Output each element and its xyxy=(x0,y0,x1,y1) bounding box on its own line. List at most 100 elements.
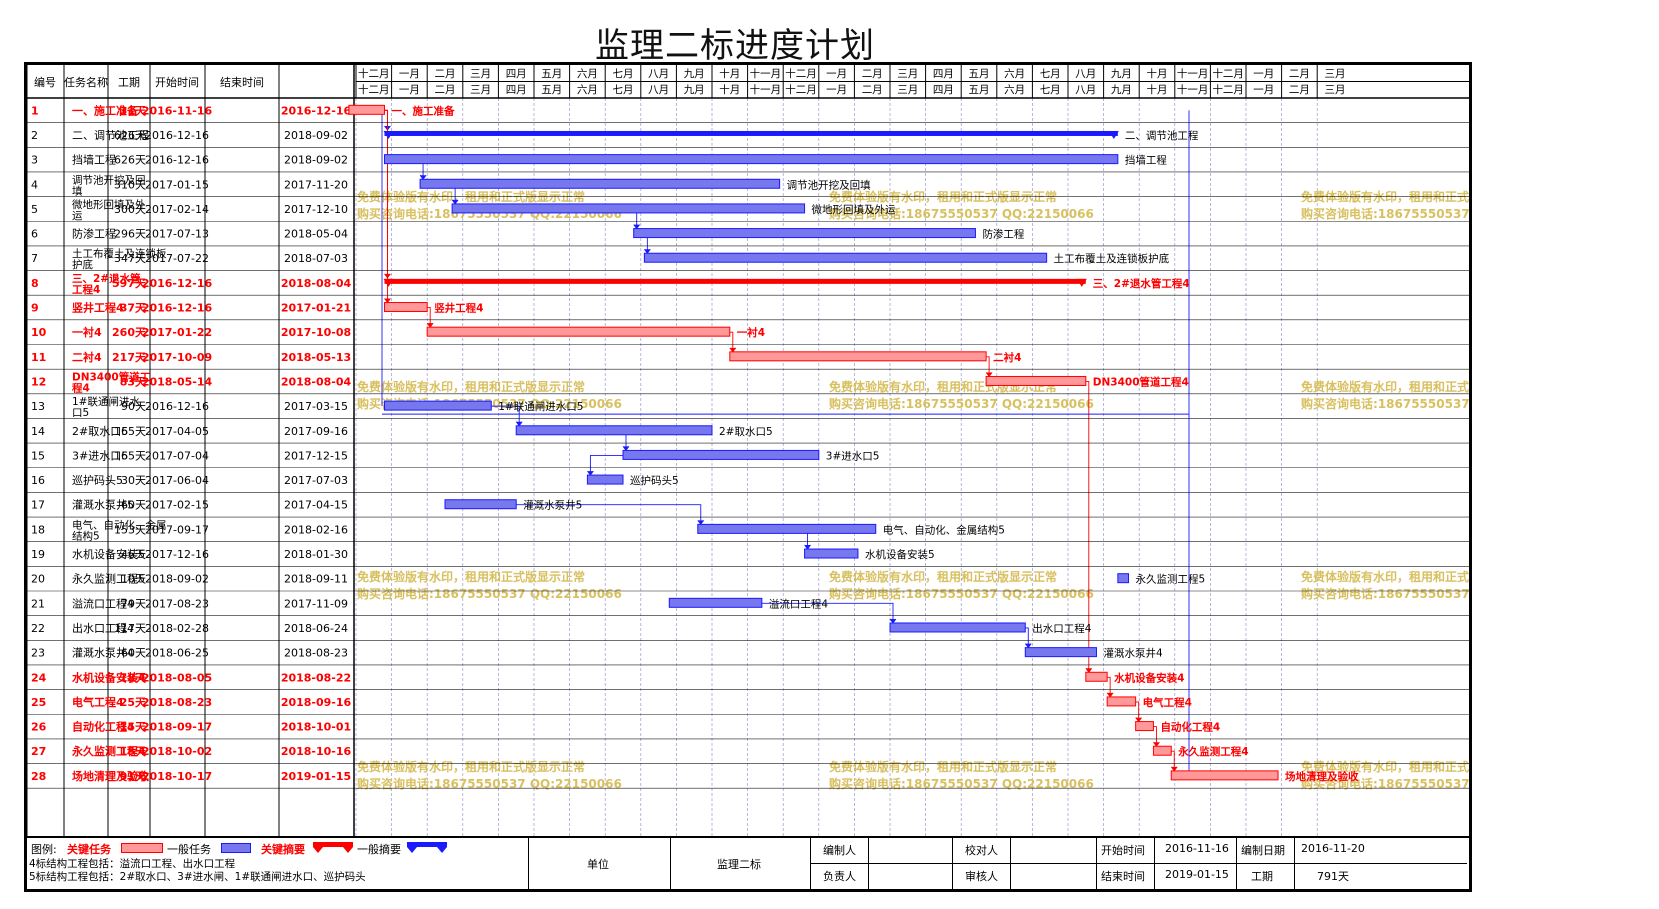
timeline-month-top: 二月 xyxy=(435,68,456,80)
task-end: 2018-05-04 xyxy=(284,228,348,241)
task-start: 2017-02-14 xyxy=(145,203,209,216)
timeline-month-bottom: 十一月 xyxy=(750,83,782,96)
timeline-month-top: 八月 xyxy=(1075,68,1096,80)
task-end: 2017-04-15 xyxy=(284,499,348,512)
timeline-month-bottom: 六月 xyxy=(1004,84,1025,96)
dependency-arrow xyxy=(587,470,594,476)
timeline-month-bottom: 七月 xyxy=(613,84,634,96)
timeline-month-top: 十月 xyxy=(719,67,740,80)
task-name: 电气、自动化、金属 xyxy=(72,518,167,531)
unit-label: 单位 xyxy=(587,858,609,871)
summary-bar xyxy=(384,130,1118,136)
timeline-month-top: 十二月 xyxy=(1212,67,1244,80)
task-id: 23 xyxy=(31,647,45,660)
task-end: 2017-07-03 xyxy=(284,474,348,487)
timeline-month-bottom: 三月 xyxy=(1325,84,1346,96)
task-end: 2018-06-24 xyxy=(284,622,348,635)
legend-critical-summary-swatch xyxy=(313,842,353,853)
task-name: 2#取水口5 xyxy=(72,425,128,438)
start-time-label: 开始时间 xyxy=(1101,844,1145,857)
task-bar xyxy=(729,351,987,362)
timeline-month-bottom: 二月 xyxy=(1289,84,1310,96)
task-end: 2019-01-15 xyxy=(281,770,351,783)
task-end: 2018-09-16 xyxy=(281,696,352,709)
task-bar-label: 挡墙工程 xyxy=(1125,154,1167,167)
timeline-month-bottom: 四月 xyxy=(933,84,954,96)
task-bar xyxy=(889,622,1026,633)
watermark-line-2: 购买咨询电话:18675550537 QQ:22150066 xyxy=(357,586,622,601)
date-values-cell: 2016-11-16 2019-01-15 xyxy=(1155,838,1237,889)
timeline-month-top: 一月 xyxy=(1253,68,1274,80)
watermark-line-1: 免费体验版有水印，租用和正式版显示正常 xyxy=(1301,379,1469,394)
task-bar xyxy=(426,326,731,337)
task-name: 永久监测工程4 xyxy=(71,744,146,758)
timeline-month-top: 七月 xyxy=(1040,68,1061,80)
task-name: 巡护码头5 xyxy=(72,473,123,487)
task-bar xyxy=(697,523,877,534)
task-name: 调节池开挖及回 xyxy=(72,173,146,186)
timeline-month-top: 五月 xyxy=(969,68,990,80)
task-name: 二、调节池工程 xyxy=(72,129,149,142)
task-name: 电气工程4 xyxy=(72,695,124,709)
task-duration: 165天 xyxy=(114,449,146,462)
legend-cell: 图例: 关键任务 一般任务 关键摘要 一般摘要 4标结构工程包括：溢流口工程、出… xyxy=(27,838,529,889)
compiler-label: 编制人 xyxy=(823,844,856,857)
task-bar xyxy=(985,375,1087,386)
task-end: 2018-05-13 xyxy=(281,351,351,364)
legend-note-2: 5标结构工程包括：2#取水口、3#进水闸、1#联通闸进水口、巡护码头 xyxy=(29,871,366,883)
footer-table: 图例: 关键任务 一般任务 关键摘要 一般摘要 4标结构工程包括：溢流口工程、出… xyxy=(27,836,1469,889)
task-name-cont: 口5 xyxy=(72,407,89,419)
task-start: 2018-10-17 xyxy=(142,770,212,783)
task-start: 2017-06-04 xyxy=(145,474,209,487)
legend-note-1: 4标结构工程包括：溢流口工程、出水口工程 xyxy=(29,858,236,870)
watermark-line-2: 购买咨询电话:18675550537 QQ:22150066 xyxy=(1301,206,1469,221)
task-bar xyxy=(451,203,806,214)
watermark-line-1: 免费体验版有水印，租用和正式版显示正常 xyxy=(829,759,1057,774)
task-id: 8 xyxy=(31,277,39,290)
task-duration: 296天 xyxy=(114,228,146,241)
watermark-line-1: 免费体验版有水印，租用和正式版显示正常 xyxy=(357,759,585,774)
timeline-month-top: 一月 xyxy=(399,68,420,80)
timeline-month-bottom: 五月 xyxy=(541,84,562,96)
task-bar-label: 1#联通闸进水口5 xyxy=(498,400,583,413)
legend-label: 图例: xyxy=(31,843,57,856)
task-id: 19 xyxy=(31,548,45,561)
task-end: 2017-11-09 xyxy=(284,597,348,610)
task-name: 防渗工程 xyxy=(72,227,116,241)
dependency-link xyxy=(384,109,388,303)
task-bar-label: 3#进水口5 xyxy=(826,450,880,462)
watermark-line-1: 免费体验版有水印，租用和正式版显示正常 xyxy=(829,569,1057,584)
task-duration: 90天 xyxy=(121,400,146,413)
task-id: 14 xyxy=(31,425,45,438)
task-bar-label: 灌溉水泵井4 xyxy=(1103,647,1162,660)
task-duration: 30天 xyxy=(121,474,146,487)
task-start: 2016-12-16 xyxy=(142,302,213,315)
task-start: 2018-05-14 xyxy=(142,375,213,388)
timeline-month-bottom: 七月 xyxy=(1040,84,1061,96)
timeline-month-top: 一月 xyxy=(826,68,847,80)
task-bar xyxy=(643,252,1048,263)
timeline-month-bottom: 十二月 xyxy=(785,83,817,96)
timeline-month-bottom: 六月 xyxy=(577,84,598,96)
task-duration: 626天 xyxy=(114,129,146,142)
task-duration: 347天 xyxy=(114,252,146,265)
task-start: 2017-12-16 xyxy=(145,548,209,561)
task-start: 2016-12-16 xyxy=(142,277,213,290)
task-start: 2017-07-13 xyxy=(145,228,209,241)
task-bar-label: 巡护码头5 xyxy=(630,474,679,487)
dependency-arrow xyxy=(729,347,737,353)
dependency-arrow xyxy=(1135,717,1142,723)
timeline-month-top: 九月 xyxy=(684,68,705,80)
watermark-line-2: 购买咨询电话:18675550537 QQ:22150066 xyxy=(829,396,1094,411)
column-header-duration: 工期 xyxy=(118,76,140,89)
dependency-arrow xyxy=(622,446,630,452)
task-id: 18 xyxy=(31,523,45,536)
task-name: 二衬4 xyxy=(72,350,102,364)
timeline-month-top: 七月 xyxy=(613,68,634,80)
task-start: 2018-02-28 xyxy=(145,622,209,635)
timeline-month-top: 十一月 xyxy=(750,67,782,80)
timeline-month-top: 三月 xyxy=(470,68,491,80)
task-end: 2018-10-01 xyxy=(281,721,351,734)
legend-critical-summary-label: 关键摘要 xyxy=(261,843,305,856)
task-name-cont: 程4 xyxy=(72,381,90,394)
